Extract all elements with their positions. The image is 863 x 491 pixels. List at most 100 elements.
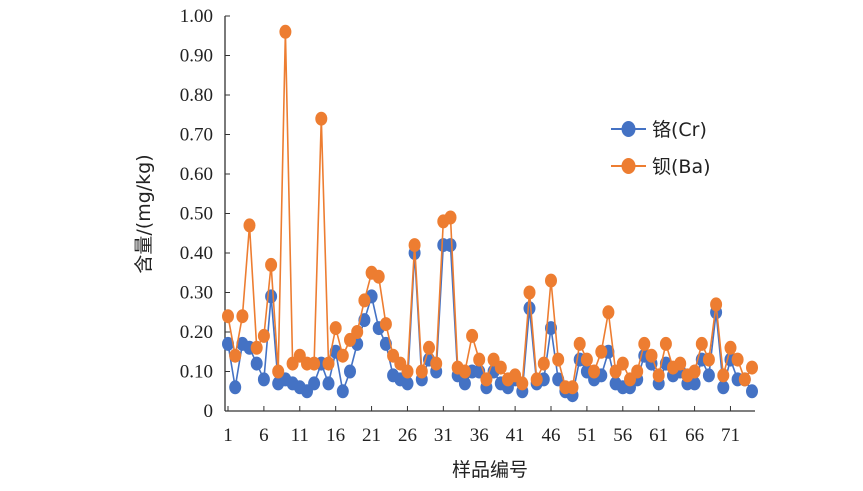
- data-point: [444, 238, 457, 253]
- data-point: [702, 368, 715, 383]
- data-point: [243, 218, 256, 233]
- x-tick-label: 21: [362, 425, 381, 446]
- data-point: [580, 352, 593, 367]
- data-point: [372, 269, 385, 284]
- y-axis-ticks: 0 0.10 0.20 0.30 0.40 0.50 0.60 0.70 0.80 0.90 1.0…: [180, 6, 230, 422]
- legend-item-ba: 钡(Ba): [611, 156, 711, 178]
- data-point: [222, 336, 234, 351]
- data-point: [494, 360, 507, 375]
- series-layer: [222, 24, 758, 403]
- data-point: [652, 368, 665, 383]
- data-point: [724, 340, 737, 355]
- legend-marker-cr: [621, 121, 636, 137]
- data-point: [358, 293, 371, 308]
- data-point: [717, 368, 730, 383]
- x-tick-label: 1: [223, 425, 233, 446]
- data-point: [430, 356, 443, 371]
- data-point: [322, 356, 335, 371]
- y-tick-label: 0.60: [180, 164, 213, 185]
- data-point: [523, 285, 536, 300]
- x-tick-label: 16: [326, 425, 345, 446]
- x-tick-label: 41: [506, 425, 525, 446]
- legend-label-cr: 铬(Cr): [652, 119, 707, 141]
- data-point: [315, 111, 328, 126]
- y-tick-label: 0.30: [180, 283, 213, 304]
- data-point: [702, 352, 715, 367]
- data-point: [537, 356, 550, 371]
- y-tick-label: 0.50: [180, 204, 213, 225]
- data-point: [645, 348, 658, 363]
- y-tick-label: 0.70: [180, 125, 213, 146]
- data-point: [695, 336, 708, 351]
- data-point: [329, 321, 342, 336]
- x-tick-label: 61: [649, 425, 668, 446]
- series-ba: [222, 24, 758, 395]
- legend-label-ba: 钡(Ba): [652, 156, 711, 178]
- data-point: [272, 364, 285, 379]
- data-point: [265, 257, 278, 272]
- data-point: [746, 384, 758, 399]
- y-tick-label: 0.80: [180, 85, 213, 106]
- data-point: [308, 376, 321, 391]
- legend: 铬(Cr) 钡(Ba): [611, 119, 711, 178]
- data-point: [523, 301, 536, 316]
- data-point: [530, 372, 543, 387]
- data-point: [616, 356, 629, 371]
- data-point: [710, 297, 723, 312]
- data-point: [480, 372, 493, 387]
- data-point: [250, 340, 263, 355]
- data-point: [473, 352, 486, 367]
- x-axis-ticks: 1 6 11 16 21 26 31 36 41 46 51 56 61 66 71: [223, 406, 740, 446]
- x-tick-label: 71: [721, 425, 740, 446]
- x-tick-label: 31: [434, 425, 453, 446]
- data-point: [458, 376, 471, 391]
- data-point: [229, 348, 242, 363]
- x-tick-label: 6: [259, 425, 269, 446]
- data-point: [466, 328, 479, 343]
- data-point: [588, 364, 601, 379]
- legend-marker-ba: [621, 158, 636, 174]
- data-point: [415, 364, 428, 379]
- data-point: [458, 364, 471, 379]
- data-point: [401, 364, 414, 379]
- data-point: [566, 380, 579, 395]
- data-point: [408, 238, 421, 253]
- data-point: [573, 336, 586, 351]
- data-point: [545, 321, 557, 336]
- data-point: [250, 356, 263, 371]
- data-point: [379, 317, 392, 332]
- x-tick-label: 51: [577, 425, 596, 446]
- series-line: [227, 31, 753, 389]
- x-tick-label: 66: [685, 425, 704, 446]
- data-point: [552, 352, 565, 367]
- x-axis-title: 样品编号: [452, 459, 528, 481]
- x-tick-label: 11: [291, 425, 309, 446]
- data-point: [279, 24, 292, 39]
- y-tick-label: 0.90: [180, 46, 213, 67]
- data-point: [351, 325, 364, 339]
- x-tick-label: 46: [542, 425, 561, 446]
- legend-item-cr: 铬(Cr): [611, 119, 707, 141]
- data-point: [444, 210, 457, 225]
- data-point: [602, 305, 615, 320]
- data-point: [236, 309, 249, 324]
- y-tick-label: 0.40: [180, 243, 213, 264]
- data-point: [222, 309, 234, 324]
- data-point: [595, 344, 608, 359]
- data-point: [746, 360, 758, 375]
- data-point: [322, 376, 335, 391]
- data-point: [229, 380, 242, 395]
- y-tick-label: 1.00: [180, 6, 213, 27]
- x-tick-label: 26: [398, 425, 417, 446]
- y-tick-label: 0.10: [180, 362, 213, 383]
- data-point: [336, 348, 349, 363]
- data-point: [638, 336, 651, 351]
- data-point: [336, 384, 349, 399]
- data-point: [659, 336, 672, 351]
- data-point: [344, 364, 356, 379]
- y-axis-title: 含量/(mg/kg): [133, 154, 155, 273]
- data-point: [545, 273, 557, 288]
- x-tick-label: 56: [613, 425, 632, 446]
- data-point: [308, 356, 321, 371]
